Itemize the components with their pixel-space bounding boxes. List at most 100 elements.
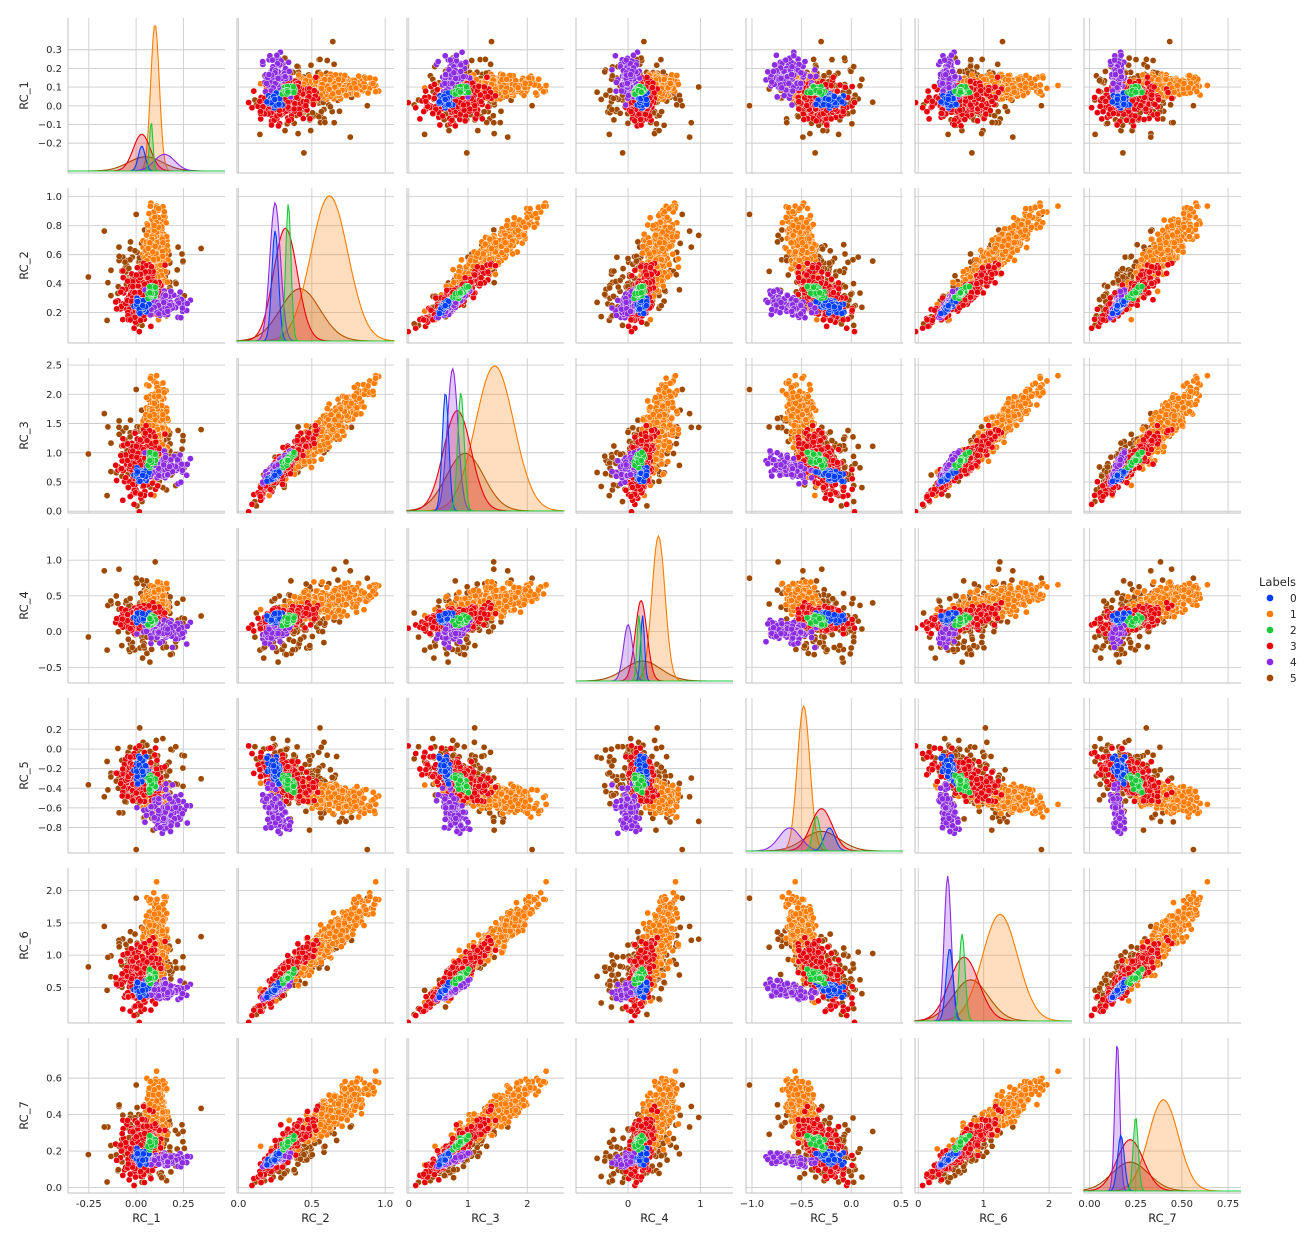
point-label-5 [504, 133, 512, 141]
point-label-4 [457, 61, 465, 69]
point-label-5 [811, 149, 819, 157]
point-label-0 [838, 98, 846, 106]
point-label-5 [660, 121, 668, 129]
point-label-4 [285, 58, 292, 66]
point-label-4 [452, 75, 460, 82]
point-label-3 [422, 97, 430, 105]
point-label-5 [474, 127, 482, 134]
point-label-5 [806, 130, 814, 137]
point-label-5 [323, 57, 331, 64]
point-label-0 [812, 100, 820, 108]
point-label-5 [601, 68, 609, 76]
point-label-3 [473, 110, 481, 118]
point-label-1 [325, 85, 333, 93]
point-label-4 [612, 52, 619, 60]
point-label-3 [310, 87, 318, 94]
point-label-3 [275, 122, 282, 130]
cell-grid-r4-c4 [575, 528, 733, 684]
point-label-5 [593, 88, 601, 96]
point-label-4 [450, 69, 458, 77]
point-label-4 [782, 56, 790, 64]
point-label-1 [329, 90, 337, 98]
point-label-3 [642, 110, 649, 118]
point-label-5 [329, 38, 337, 45]
point-label-5 [468, 57, 476, 64]
point-label-1 [342, 92, 350, 99]
point-label-3 [312, 73, 320, 81]
point-label-5 [482, 56, 489, 63]
point-label-4 [812, 72, 820, 80]
point-label-5 [653, 120, 660, 128]
point-label-4 [777, 75, 785, 82]
point-label-3 [477, 91, 484, 99]
point-label-3 [800, 116, 808, 123]
scatter-cell-r1-c6 [915, 38, 1062, 157]
point-label-3 [833, 87, 841, 95]
point-label-3 [637, 121, 645, 129]
cell-grid-r7-c3 [406, 1038, 564, 1194]
point-label-4 [618, 87, 625, 95]
point-label-1 [674, 81, 682, 88]
cell-grid-r7-c7 [1083, 1038, 1241, 1194]
point-label-4 [441, 52, 449, 60]
point-label-5 [848, 120, 856, 128]
point-label-3 [257, 108, 264, 115]
point-label-5 [967, 62, 974, 70]
point-label-2 [816, 88, 823, 96]
point-label-5 [973, 63, 981, 71]
point-label-3 [296, 110, 304, 118]
point-label-4 [613, 79, 620, 86]
point-label-4 [785, 80, 793, 87]
point-label-5 [673, 101, 681, 109]
point-label-4 [453, 51, 460, 59]
point-label-4 [801, 58, 809, 65]
point-label-5 [256, 131, 264, 138]
point-label-3 [429, 110, 437, 117]
point-label-5 [653, 61, 661, 69]
point-label-3 [827, 115, 835, 123]
point-label-1 [364, 89, 372, 97]
point-label-2 [465, 89, 472, 96]
point-label-5 [346, 133, 354, 141]
point-label-5 [294, 130, 302, 137]
point-label-5 [825, 69, 833, 76]
point-label-5 [994, 60, 1002, 68]
point-label-5 [528, 102, 536, 110]
point-label-3 [823, 121, 831, 129]
point-label-5 [657, 56, 665, 63]
cell-grid-r6-c6 [914, 868, 1072, 1024]
point-label-4 [625, 92, 632, 99]
point-label-4 [265, 71, 273, 78]
point-label-4 [274, 75, 282, 82]
cell-grid-r1-c1 [67, 18, 225, 174]
point-label-5 [490, 119, 498, 127]
point-label-5 [610, 95, 617, 102]
point-label-4 [780, 92, 788, 99]
point-label-0 [445, 100, 452, 108]
cell-grid-r3-c7 [1083, 358, 1241, 514]
point-label-4 [608, 66, 616, 74]
scatter-cell-r1-c5 [746, 38, 877, 157]
point-label-4 [773, 93, 781, 101]
point-label-5 [321, 119, 329, 126]
point-label-2 [290, 83, 297, 91]
point-label-4 [773, 51, 780, 59]
point-label-5 [609, 72, 616, 80]
point-label-1 [501, 88, 509, 96]
point-label-5 [316, 56, 324, 63]
point-label-5 [687, 119, 695, 127]
point-label-2 [290, 89, 298, 96]
point-label-5 [988, 119, 996, 126]
point-label-3 [250, 87, 258, 95]
point-label-4 [263, 80, 270, 87]
point-label-5 [686, 133, 693, 141]
point-label-5 [956, 68, 964, 75]
point-label-3 [460, 101, 467, 109]
point-label-3 [839, 108, 847, 115]
point-label-5 [489, 112, 497, 120]
point-label-5 [597, 96, 605, 103]
point-label-5 [695, 83, 703, 91]
point-label-3 [475, 82, 483, 90]
point-label-3 [285, 117, 292, 125]
point-label-3 [631, 117, 639, 125]
